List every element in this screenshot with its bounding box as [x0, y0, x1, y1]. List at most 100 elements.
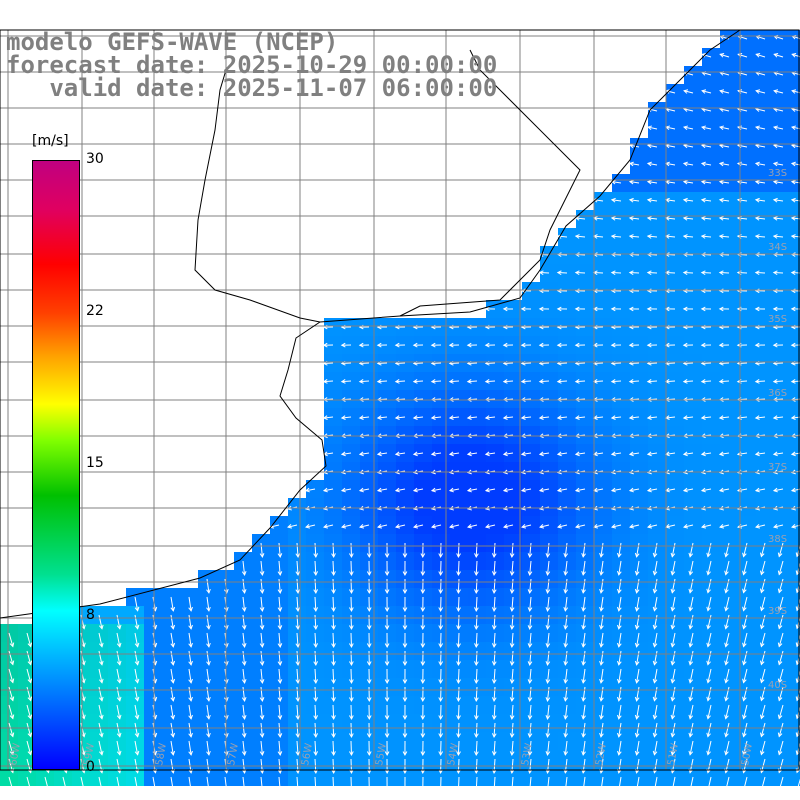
wind-arrow-icon: [706, 552, 711, 558]
wind-arrow-icon: [777, 606, 783, 612]
wind-arrow-icon: [358, 487, 364, 493]
wind-arrow-icon: [759, 786, 765, 792]
wind-arrow-icon: [581, 624, 586, 630]
lat-label: 37S: [768, 462, 787, 473]
wind-arrow-icon: [331, 589, 336, 595]
wind-arrow-icon: [777, 660, 783, 666]
wind-arrow-icon: [755, 89, 761, 94]
wind-arrow-icon: [671, 614, 676, 629]
wind-arrow-icon: [260, 740, 263, 755]
wind-arrow-icon: [629, 199, 640, 202]
wind-arrow-icon: [457, 722, 460, 738]
wind-arrow-icon: [653, 542, 658, 557]
wind-arrow-icon: [493, 632, 496, 648]
wind-arrow-icon: [493, 650, 496, 666]
longitude-labels: 60W 59W 58W 57W 56W 55W 54W 53W 52W 51W 50W: [8, 742, 755, 766]
wind-arrow-icon: [700, 306, 706, 312]
wind-arrow-icon: [529, 542, 532, 557]
wind-arrow-icon: [547, 614, 550, 629]
wind-arrow-icon: [296, 740, 299, 755]
lat-label: 39S: [768, 606, 787, 617]
wind-arrow-icon: [725, 578, 730, 593]
wind-arrow-icon: [653, 722, 658, 737]
wind-arrow-icon: [8, 776, 14, 791]
wind-arrow-icon: [412, 415, 418, 420]
wind-arrow-icon: [707, 614, 712, 629]
wind-arrow-icon: [538, 415, 544, 420]
wind-arrow-icon: [474, 643, 479, 649]
wind-arrow-icon: [636, 686, 640, 701]
wind-arrow-icon: [521, 488, 532, 492]
wind-arrow-icon: [206, 606, 211, 612]
wind-arrow-icon: [628, 179, 634, 185]
wind-arrow-icon: [702, 72, 712, 76]
wind-arrow-icon: [314, 614, 317, 630]
colorbar-tick-0: 0: [86, 759, 95, 775]
wind-arrow-icon: [431, 416, 442, 419]
wind-arrow-icon: [647, 524, 653, 529]
wind-arrow-icon: [431, 524, 442, 528]
wind-arrow-icon: [772, 379, 778, 384]
wind-arrow-icon: [634, 732, 640, 738]
wind-arrow-icon: [701, 90, 712, 94]
wind-arrow-icon: [581, 642, 586, 648]
wind-arrow-icon: [564, 722, 568, 737]
wind-arrow-icon: [700, 505, 706, 511]
lon-label: 57W: [226, 742, 241, 766]
wind-arrow-icon: [466, 451, 472, 457]
wind-arrow-icon: [493, 740, 496, 756]
wind-arrow-icon: [277, 769, 283, 774]
wind-arrow-icon: [742, 786, 747, 792]
wind-arrow-icon: [502, 487, 508, 493]
wind-arrow-icon: [340, 487, 346, 493]
wind-arrow-icon: [773, 217, 784, 220]
wind-arrow-icon: [9, 714, 15, 720]
wind-arrow-icon: [706, 660, 711, 666]
wind-arrow-icon: [475, 614, 478, 630]
wind-arrow-icon: [384, 643, 390, 649]
wind-arrow-icon: [665, 452, 676, 455]
wind-arrow-icon: [778, 560, 784, 575]
wind-arrow-icon: [314, 686, 317, 702]
wind-arrow-icon: [556, 270, 562, 276]
wind-arrow-icon: [457, 542, 460, 558]
wind-arrow-icon: [701, 235, 712, 238]
wind-arrow-icon: [671, 722, 676, 737]
wind-arrow-icon: [772, 505, 778, 511]
wind-arrow-icon: [402, 607, 408, 613]
wind-arrow-icon: [242, 668, 246, 683]
wind-arrow-icon: [170, 696, 176, 702]
wind-arrow-icon: [402, 751, 408, 757]
wind-arrow-icon: [671, 776, 676, 791]
wind-arrow-icon: [652, 552, 658, 558]
wind-arrow-icon: [62, 776, 67, 791]
wind-arrow-icon: [706, 696, 711, 702]
wind-arrow-icon: [206, 678, 211, 684]
wind-arrow-icon: [575, 524, 581, 529]
wind-arrow-icon: [742, 750, 747, 756]
wind-arrow-icon: [671, 578, 676, 593]
wind-arrow-icon: [527, 625, 533, 630]
wind-arrow-icon: [420, 589, 426, 595]
wind-arrow-icon: [27, 786, 33, 792]
wind-arrow-icon: [646, 215, 652, 221]
wind-arrow-icon: [420, 661, 426, 667]
wind-arrow-icon: [170, 786, 176, 792]
wind-arrow-icon: [700, 197, 706, 203]
wind-arrow-icon: [278, 632, 281, 647]
wind-arrow-icon: [557, 452, 568, 455]
wind-arrow-icon: [340, 451, 346, 457]
wind-arrow-icon: [706, 606, 711, 612]
wind-arrow-icon: [420, 787, 426, 793]
wind-arrow-icon: [772, 161, 778, 167]
wind-arrow-icon: [152, 786, 158, 792]
wind-arrow-icon: [474, 589, 479, 595]
wind-arrow-icon: [563, 625, 569, 630]
wind-arrow-icon: [332, 560, 335, 576]
wind-arrow-icon: [547, 596, 550, 611]
wind-arrow-icon: [706, 732, 711, 738]
wind-arrow-icon: [529, 614, 532, 629]
wind-arrow-icon: [547, 740, 550, 755]
wind-arrow-icon: [755, 53, 761, 58]
wind-arrow-icon: [358, 505, 364, 511]
